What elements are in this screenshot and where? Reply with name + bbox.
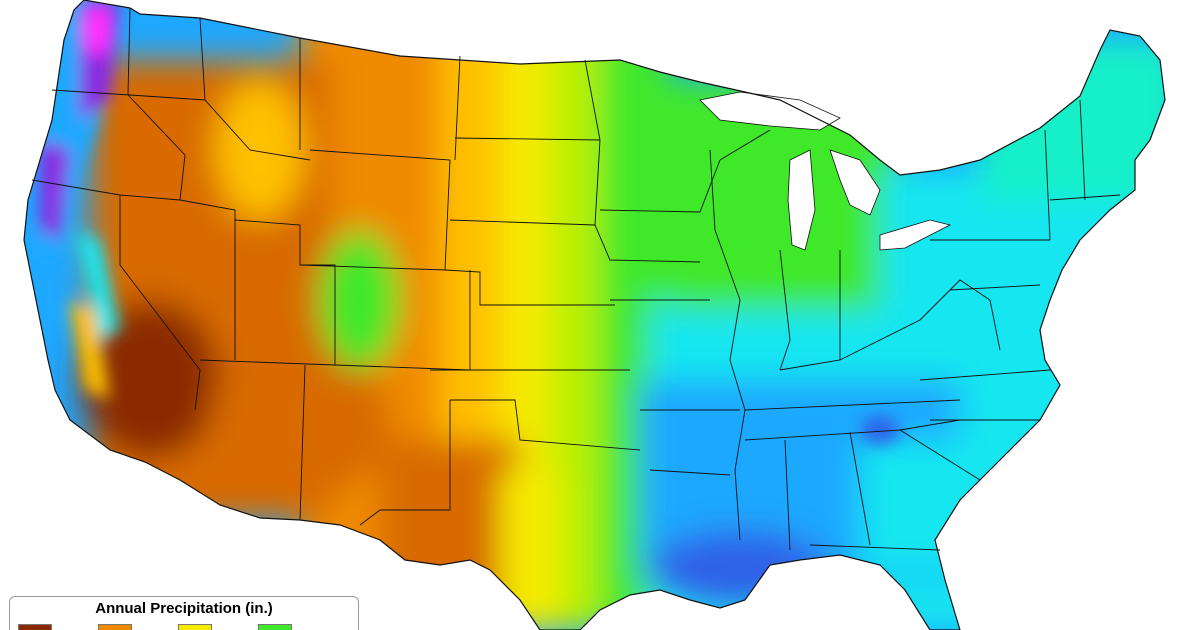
central-valley-yellow [70, 300, 110, 400]
az-nm-border [299, 364, 306, 521]
legend-title: Annual Precipitation (in.) [95, 600, 273, 617]
legend-swatch-1 [18, 624, 52, 630]
nv-ut-border [179, 199, 236, 360]
ny-vt-border [1044, 129, 1051, 241]
legend-swatch-3 [178, 624, 212, 630]
ok-tx-border [450, 399, 641, 451]
olympic-magenta [84, 4, 112, 56]
mississippi-river [709, 149, 746, 541]
legend-swatch-2 [98, 624, 132, 630]
fl-north-border [809, 544, 941, 551]
north-california-purple [40, 140, 70, 240]
ut-az-border [199, 359, 336, 366]
mn-ia-border [599, 159, 721, 213]
precipitation-legend: Annual Precipitation (in.) [9, 596, 359, 630]
rockies-yellow [215, 80, 305, 220]
us-outline [23, 0, 1166, 630]
new-mexico-dry [210, 340, 390, 500]
great-lakes [699, 91, 952, 251]
legend-swatch-4 [258, 624, 292, 630]
ma-border [1049, 194, 1121, 201]
ohio-river [779, 319, 921, 371]
ar-la-border [649, 469, 731, 476]
al-ga-border [849, 431, 871, 546]
wa-or-border [51, 89, 206, 101]
sierra-nevada-cyan [75, 230, 120, 340]
vt-nh-border [1079, 99, 1086, 201]
state-boundaries [31, 7, 1121, 551]
wv-border [919, 279, 1001, 351]
pa-south-border [949, 284, 1041, 291]
ky-tn-border [744, 399, 961, 411]
colorado-rockies-green [320, 230, 400, 370]
ne-ks-border [444, 269, 615, 306]
mn-west-border [584, 59, 701, 263]
appalachian-blue [860, 416, 900, 444]
ca-nv-border [119, 195, 201, 411]
il-in-border [779, 249, 791, 371]
id-west-border [127, 7, 186, 201]
ms-al-border [784, 439, 791, 551]
co-nm-border [334, 364, 471, 371]
nm-tx-border [359, 400, 451, 526]
nd-sd-border [454, 137, 601, 141]
wyoming-border [299, 149, 451, 271]
sd-ne-border [449, 219, 596, 226]
lake-erie [879, 219, 952, 251]
lake-michigan [787, 149, 816, 251]
mt-nd-border [454, 55, 461, 161]
wi-mi-border [719, 129, 771, 161]
ga-sc-border [899, 429, 981, 481]
lake-huron [829, 149, 881, 216]
southwest-desert [80, 300, 220, 460]
id-mt-border [199, 17, 311, 161]
va-nc-border [919, 369, 1051, 381]
